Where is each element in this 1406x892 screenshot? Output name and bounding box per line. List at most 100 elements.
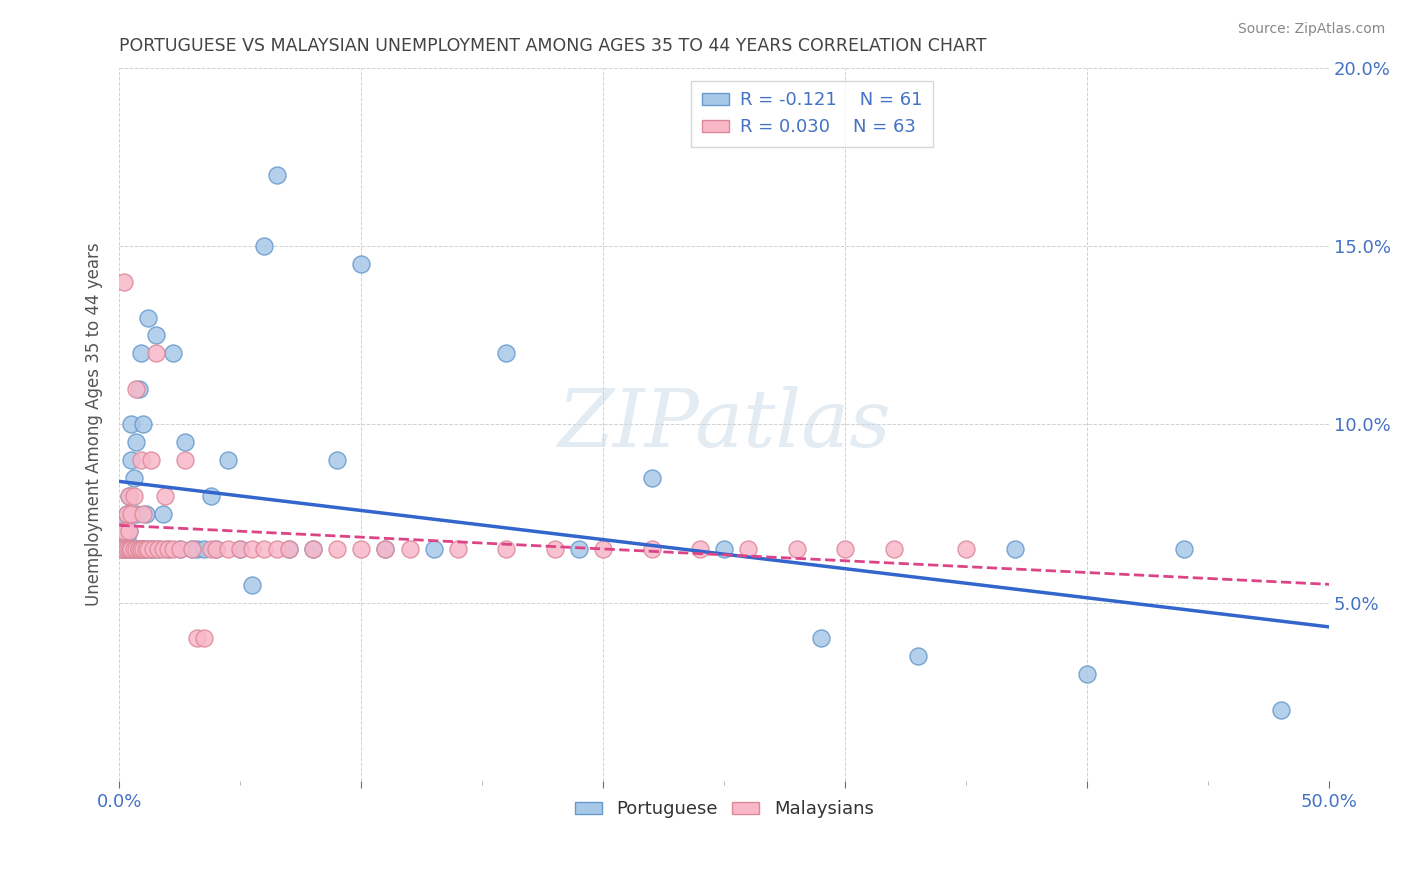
Malaysians (240, 542, 263, 557)
Malaysians (374, 542, 396, 557)
Malaysians (122, 489, 145, 503)
Malaysians (136, 542, 159, 557)
Malaysians (120, 507, 142, 521)
Portuguese (111, 524, 134, 539)
Portuguese (115, 532, 138, 546)
Malaysians (115, 542, 138, 557)
Malaysians (447, 542, 470, 557)
Malaysians (205, 542, 228, 557)
Text: ZIPatlas: ZIPatlas (557, 385, 891, 463)
Malaysians (118, 524, 141, 539)
Malaysians (834, 542, 856, 557)
Portuguese (136, 310, 159, 325)
Malaysians (592, 542, 614, 557)
Portuguese (145, 328, 167, 343)
Portuguese (169, 542, 191, 557)
Portuguese (162, 346, 184, 360)
Portuguese (423, 542, 446, 557)
Legend: Portuguese, Malaysians: Portuguese, Malaysians (568, 793, 882, 825)
Malaysians (129, 453, 152, 467)
Malaysians (883, 542, 905, 557)
Portuguese (350, 257, 373, 271)
Malaysians (125, 382, 148, 396)
Malaysians (129, 542, 152, 557)
Malaysians (111, 542, 134, 557)
Portuguese (146, 542, 169, 557)
Malaysians (115, 507, 138, 521)
Malaysians (146, 542, 169, 557)
Portuguese (135, 507, 157, 521)
Portuguese (128, 382, 150, 396)
Malaysians (737, 542, 759, 557)
Portuguese (229, 542, 252, 557)
Malaysians (135, 542, 157, 557)
Portuguese (200, 489, 222, 503)
Portuguese (326, 453, 349, 467)
Malaysians (112, 275, 135, 289)
Malaysians (139, 453, 162, 467)
Portuguese (1173, 542, 1195, 557)
Text: PORTUGUESE VS MALAYSIAN UNEMPLOYMENT AMONG AGES 35 TO 44 YEARS CORRELATION CHART: PORTUGUESE VS MALAYSIAN UNEMPLOYMENT AMO… (120, 37, 987, 55)
Portuguese (111, 542, 134, 557)
Malaysians (193, 632, 215, 646)
Portuguese (120, 542, 142, 557)
Malaysians (120, 542, 142, 557)
Portuguese (152, 507, 174, 521)
Portuguese (266, 168, 288, 182)
Portuguese (125, 507, 148, 521)
Malaysians (266, 542, 288, 557)
Malaysians (155, 489, 177, 503)
Malaysians (169, 542, 191, 557)
Malaysians (145, 346, 167, 360)
Malaysians (277, 542, 299, 557)
Portuguese (374, 542, 396, 557)
Malaysians (115, 542, 138, 557)
Malaysians (132, 542, 155, 557)
Portuguese (115, 507, 138, 521)
Malaysians (118, 489, 141, 503)
Malaysians (152, 542, 174, 557)
Portuguese (713, 542, 735, 557)
Malaysians (162, 542, 184, 557)
Portuguese (129, 542, 152, 557)
Portuguese (132, 542, 155, 557)
Portuguese (193, 542, 215, 557)
Malaysians (229, 542, 252, 557)
Portuguese (240, 578, 263, 592)
Malaysians (689, 542, 711, 557)
Portuguese (122, 542, 145, 557)
Portuguese (810, 632, 832, 646)
Portuguese (118, 542, 141, 557)
Portuguese (142, 542, 165, 557)
Malaysians (302, 542, 325, 557)
Portuguese (122, 471, 145, 485)
Malaysians (132, 507, 155, 521)
Malaysians (112, 542, 135, 557)
Malaysians (326, 542, 349, 557)
Portuguese (135, 542, 157, 557)
Malaysians (112, 524, 135, 539)
Portuguese (118, 524, 141, 539)
Portuguese (1076, 667, 1098, 681)
Portuguese (156, 542, 179, 557)
Malaysians (200, 542, 222, 557)
Malaysians (120, 542, 142, 557)
Portuguese (139, 542, 162, 557)
Malaysians (180, 542, 202, 557)
Portuguese (186, 542, 208, 557)
Portuguese (120, 453, 142, 467)
Y-axis label: Unemployment Among Ages 35 to 44 years: Unemployment Among Ages 35 to 44 years (86, 243, 103, 607)
Malaysians (398, 542, 420, 557)
Malaysians (253, 542, 276, 557)
Portuguese (1270, 703, 1292, 717)
Malaysians (156, 542, 179, 557)
Malaysians (118, 542, 141, 557)
Portuguese (180, 542, 202, 557)
Portuguese (120, 417, 142, 432)
Malaysians (122, 542, 145, 557)
Portuguese (118, 489, 141, 503)
Malaysians (640, 542, 662, 557)
Portuguese (125, 435, 148, 450)
Portuguese (277, 542, 299, 557)
Malaysians (111, 524, 134, 539)
